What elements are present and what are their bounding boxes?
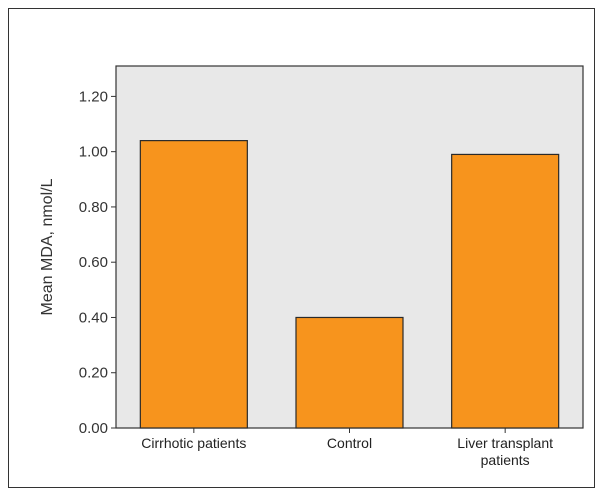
- y-axis-title: Mean MDA, nmol/L: [39, 178, 56, 315]
- y-tick-label: 0.80: [79, 199, 108, 216]
- x-category-label: Liver transplant: [457, 435, 553, 451]
- bars: [139, 140, 560, 429]
- y-tick-label: 0.60: [79, 254, 108, 271]
- x-category-label: Control: [327, 435, 372, 451]
- x-category-label: patients: [481, 452, 530, 468]
- y-axis: 0.00 0.20 0.40 0.60 0.80 1.00 1.20: [79, 88, 116, 437]
- y-tick-label: 0.40: [79, 309, 108, 326]
- y-tick-label: 0.20: [79, 365, 108, 382]
- bar: [295, 316, 404, 429]
- x-category-label: Cirrhotic patients: [141, 435, 246, 451]
- y-tick-label: 1.20: [79, 88, 108, 105]
- y-tick-label: 0.00: [79, 420, 108, 437]
- bar: [139, 140, 248, 429]
- bar: [451, 153, 560, 429]
- y-tick-label: 1.00: [79, 144, 108, 161]
- x-axis: Cirrhotic patients Control Liver transplan…: [141, 428, 553, 468]
